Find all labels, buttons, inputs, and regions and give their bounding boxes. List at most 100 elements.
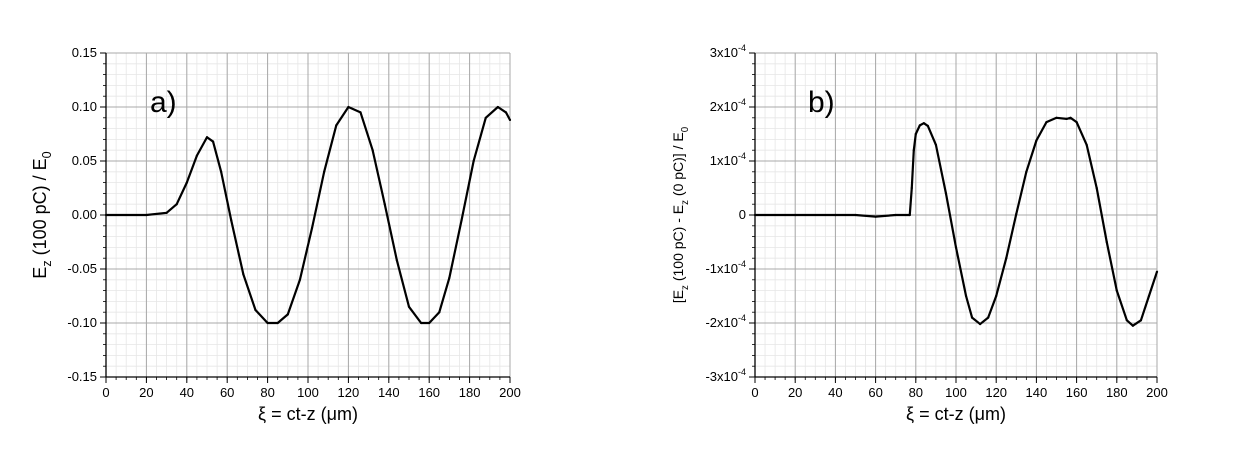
- x-tick-label: 80: [260, 385, 274, 400]
- data-point: [145, 213, 148, 217]
- data-point: [1139, 319, 1143, 322]
- data-point: [383, 203, 386, 206]
- x-tick-label: 40: [828, 385, 842, 400]
- data-point: [211, 140, 215, 143]
- data-point: [1065, 117, 1068, 120]
- data-point: [922, 122, 925, 125]
- data-point: [310, 226, 314, 230]
- x-tick-label: 160: [418, 385, 440, 400]
- x-tick-label: 80: [909, 385, 923, 400]
- x-tick-label: 60: [868, 385, 882, 400]
- data-point: [1085, 143, 1088, 146]
- y-tick-label: 0.05: [72, 153, 97, 168]
- x-tick-label: 180: [459, 385, 481, 400]
- data-point: [979, 322, 982, 326]
- data-point: [918, 124, 921, 127]
- data-point: [854, 213, 857, 217]
- x-tick-label: 120: [985, 385, 1007, 400]
- data-point: [1015, 212, 1018, 216]
- data-point: [472, 159, 475, 163]
- data-point: [914, 132, 917, 136]
- data-point: [1095, 186, 1098, 190]
- x-axis-title: ξ = ct-z (μm): [258, 404, 358, 424]
- x-axis-title: ξ = ct-z (μm): [906, 404, 1006, 424]
- y-tick-label: -3x10-4: [705, 367, 746, 384]
- data-point: [934, 143, 938, 146]
- data-point: [910, 186, 913, 190]
- y-tick-label: 1x10-4: [710, 151, 746, 168]
- data-point: [964, 294, 968, 298]
- y-tick-label: -1x10-4: [705, 259, 746, 276]
- data-point: [1105, 240, 1108, 244]
- x-tick-label: 20: [139, 385, 153, 400]
- y-axis-title: Ez (100 pC) / E0: [30, 151, 54, 278]
- data-point: [420, 321, 423, 325]
- data-point: [205, 136, 209, 139]
- data-point: [371, 149, 374, 152]
- data-point: [995, 294, 998, 298]
- data-point: [753, 213, 757, 217]
- data-point: [1069, 116, 1072, 119]
- data-point: [970, 316, 974, 319]
- data-point: [1005, 257, 1008, 260]
- y-tick-label: 2x10-4: [710, 97, 746, 114]
- data-point: [794, 213, 797, 217]
- data-point: [908, 213, 911, 217]
- x-tick-label: 20: [788, 385, 802, 400]
- data-point: [834, 213, 837, 217]
- data-point: [1055, 116, 1058, 119]
- x-tick-label: 40: [180, 385, 194, 400]
- y-tick-label: -0.10: [67, 315, 97, 330]
- data-point: [220, 170, 223, 173]
- data-point: [874, 215, 877, 218]
- data-point: [230, 219, 233, 222]
- data-point: [1045, 121, 1048, 124]
- data-point: [276, 321, 279, 325]
- data-point: [286, 313, 289, 316]
- x-tick-label: 200: [1146, 385, 1168, 400]
- data-point: [1131, 324, 1134, 327]
- x-tick-label: 100: [945, 385, 967, 400]
- data-point: [987, 316, 990, 319]
- data-point: [1125, 319, 1128, 322]
- data-point: [894, 213, 897, 217]
- data-point: [185, 181, 188, 184]
- data-point: [428, 321, 431, 325]
- data-point: [912, 149, 915, 152]
- data-point: [484, 116, 487, 119]
- data-point: [323, 170, 326, 173]
- data-point: [504, 111, 508, 114]
- y-tick-label: 0.15: [72, 45, 97, 60]
- data-point: [1155, 270, 1159, 273]
- data-point: [954, 246, 958, 249]
- data-point: [496, 105, 499, 109]
- panel-label: a): [150, 86, 177, 119]
- data-point: [407, 305, 411, 308]
- y-tick-label: 0.00: [72, 207, 97, 222]
- data-point: [926, 124, 929, 127]
- x-tick-label: 120: [338, 385, 360, 400]
- data-point: [347, 105, 350, 109]
- data-point: [104, 213, 108, 217]
- data-point: [1035, 139, 1038, 142]
- data-point: [242, 273, 245, 276]
- data-point: [395, 259, 398, 262]
- x-tick-label: 140: [1026, 385, 1048, 400]
- y-tick-label: 0.10: [72, 99, 97, 114]
- data-point: [195, 154, 198, 157]
- data-point: [448, 276, 451, 279]
- x-tick-label: 0: [751, 385, 758, 400]
- data-point: [175, 203, 178, 206]
- data-point: [508, 118, 512, 122]
- data-point: [460, 219, 463, 222]
- data-point: [1025, 170, 1028, 173]
- data-point: [298, 278, 302, 281]
- x-tick-label: 180: [1106, 385, 1128, 400]
- data-point: [438, 311, 441, 314]
- x-tick-label: 160: [1066, 385, 1088, 400]
- y-tick-label: -2x10-4: [705, 313, 746, 330]
- data-point: [266, 321, 269, 325]
